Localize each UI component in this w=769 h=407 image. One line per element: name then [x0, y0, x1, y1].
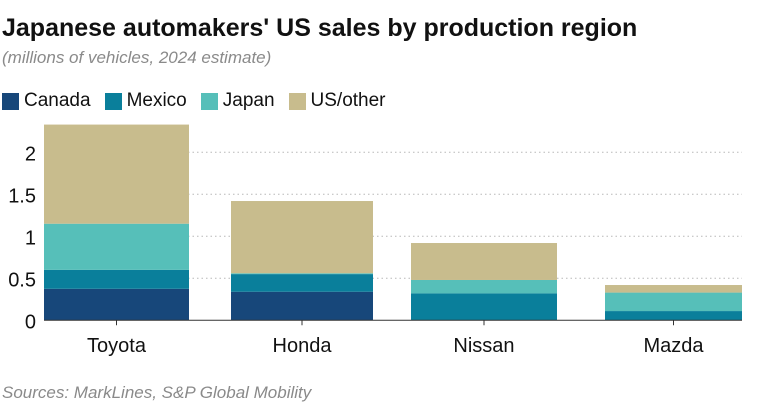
- legend-item: Mexico: [104, 90, 187, 112]
- x-tick-label: Toyota: [87, 335, 147, 357]
- y-tick-label: 2: [25, 143, 36, 165]
- bar-segment-usother: [231, 201, 373, 274]
- bar-segment-usother: [605, 285, 742, 293]
- legend-swatch: [104, 92, 122, 110]
- bar-segment-canada: [231, 291, 373, 321]
- bar-segment-canada: [44, 288, 189, 321]
- bar-segment-mexico: [44, 269, 189, 289]
- legend-item: US/other: [288, 90, 386, 112]
- legend-swatch: [288, 92, 306, 110]
- legend-label: Canada: [24, 90, 91, 111]
- bar-segment-mexico: [231, 274, 373, 292]
- legend-item: Canada: [2, 90, 91, 112]
- y-tick-label: 1: [25, 227, 36, 249]
- bar-segment-usother: [411, 243, 557, 280]
- bar-segment-japan: [411, 279, 557, 294]
- source-note: Sources: MarkLines, S&P Global Mobility: [2, 383, 312, 402]
- y-tick-label: 0: [25, 311, 36, 333]
- bar-segment-usother: [44, 124, 189, 224]
- x-tick-label: Mazda: [643, 335, 704, 357]
- legend: Canada Mexico Japan US/other: [2, 90, 386, 112]
- bar-segment-japan: [605, 292, 742, 312]
- chart-subtitle: (millions of vehicles, 2024 estimate): [2, 48, 272, 67]
- legend-swatch: [2, 92, 19, 110]
- bar-segment-mexico: [411, 293, 557, 321]
- legend-label: Mexico: [126, 90, 187, 111]
- legend-label: US/other: [310, 90, 386, 111]
- x-tick-label: Nissan: [453, 335, 514, 357]
- legend-item: Japan: [200, 90, 275, 112]
- bar-segment-mexico: [605, 311, 742, 321]
- bar-segment-japan: [44, 223, 189, 270]
- bar-segment-japan: [231, 273, 373, 275]
- chart-title: Japanese automakers' US sales by product…: [2, 14, 638, 42]
- y-tick-label: 0.5: [8, 269, 36, 291]
- x-tick-label: Honda: [273, 335, 333, 357]
- legend-label: Japan: [222, 90, 275, 111]
- y-tick-label: 1.5: [8, 185, 36, 207]
- legend-swatch: [200, 92, 218, 110]
